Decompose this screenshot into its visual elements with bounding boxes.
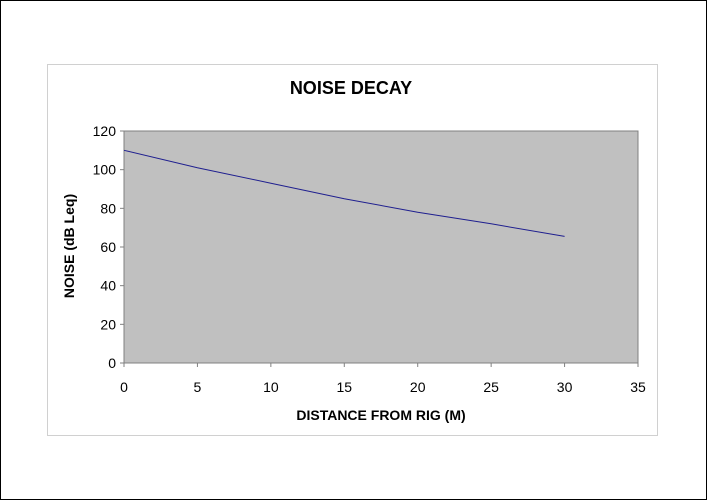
y-axis-ticks: 0 20 40 60 80 100 120 <box>93 123 124 371</box>
y-tick-label: 120 <box>93 123 117 139</box>
y-tick-label: 60 <box>100 239 116 255</box>
y-tick-label: 0 <box>108 355 116 371</box>
y-tick-label: 100 <box>93 162 117 178</box>
x-tick-label: 15 <box>336 379 352 395</box>
x-tick-label: 0 <box>120 379 128 395</box>
y-tick-label: 20 <box>100 316 116 332</box>
x-tick-label: 30 <box>557 379 573 395</box>
x-axis-ticks: 0 5 10 15 20 25 30 35 <box>120 363 646 395</box>
x-tick-label: 10 <box>263 379 279 395</box>
x-tick-label: 25 <box>483 379 499 395</box>
plot-area <box>123 130 639 364</box>
y-axis-title: NOISE (dB Leq) <box>61 194 77 298</box>
x-axis-title: DISTANCE FROM RIG (M) <box>296 407 465 423</box>
x-tick-label: 35 <box>630 379 646 395</box>
y-tick-label: 80 <box>100 200 116 216</box>
series-line <box>123 149 565 237</box>
x-tick-label: 20 <box>410 379 426 395</box>
chart-title: NOISE DECAY <box>290 78 412 98</box>
x-tick-label: 5 <box>194 379 202 395</box>
y-tick-label: 40 <box>100 278 116 294</box>
